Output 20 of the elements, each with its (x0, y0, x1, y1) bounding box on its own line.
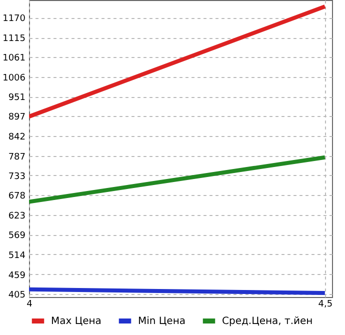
y-tick-label: 787 (8, 152, 26, 162)
y-tick-label: 514 (8, 250, 26, 261)
legend-label: Min Цена (138, 316, 186, 327)
y-tick-label: 1006 (2, 73, 26, 84)
y-tick-label: 459 (8, 270, 26, 281)
y-tick-label: 569 (8, 231, 26, 242)
y-tick-label: 1115 (2, 34, 26, 44)
y-tick-label: 733 (8, 172, 26, 182)
legend-label: Max Цена (51, 316, 102, 327)
x-tick-label: 4 (26, 300, 33, 310)
y-tick-label: 951 (8, 93, 26, 104)
y-tick-label: 1061 (2, 54, 26, 64)
y-tick-label: 1170 (2, 14, 26, 24)
y-tick-label: 623 (8, 212, 26, 222)
y-tick-label: 897 (8, 112, 26, 123)
x-tick-label: 4,5 (318, 300, 333, 310)
y-tick-label: 842 (8, 132, 26, 143)
y-tick-label: 405 (8, 290, 26, 300)
legend-label: Сред.Цена, т.йен (222, 316, 313, 327)
y-tick-label: 678 (8, 192, 26, 202)
